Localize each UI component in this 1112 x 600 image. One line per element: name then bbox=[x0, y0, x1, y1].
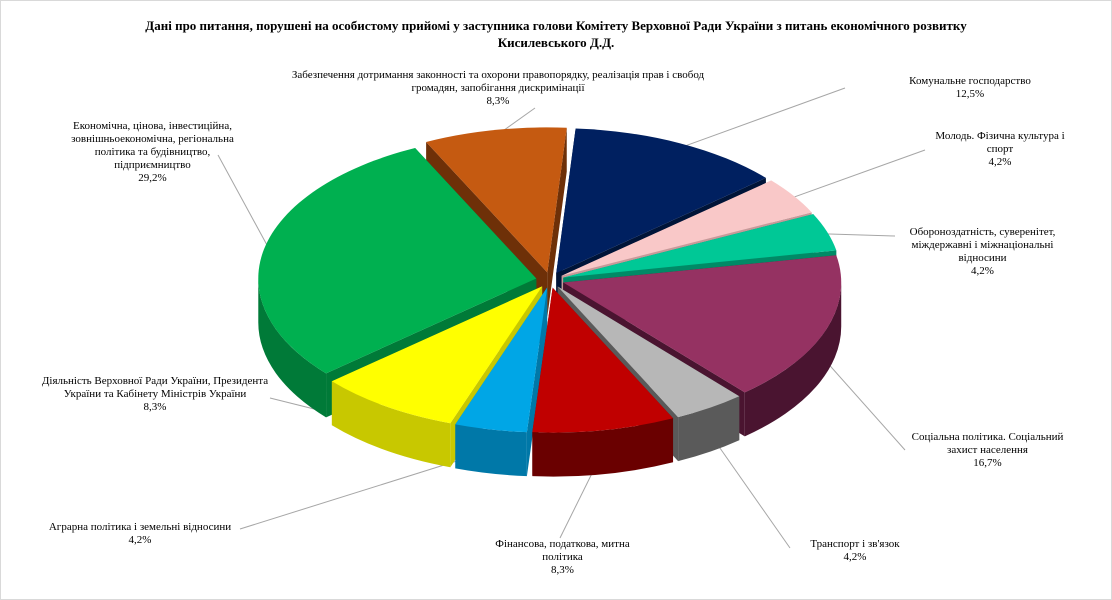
slice-5 bbox=[532, 287, 674, 433]
slice-label-value: 29,2% bbox=[138, 172, 167, 184]
slice-label-value: 8,3% bbox=[486, 95, 510, 107]
leader-line-8 bbox=[217, 154, 271, 251]
slice-label-name: Комунальне господарство bbox=[909, 75, 1031, 87]
leader-line-0 bbox=[677, 87, 846, 150]
leader-line-2 bbox=[821, 233, 896, 237]
slice-tops bbox=[258, 127, 842, 433]
leader-line-4 bbox=[706, 428, 791, 549]
slice-label-9: Забезпечення дотримання законності та ох… bbox=[288, 69, 708, 108]
slice-label-name: Молодь. Фізична культура і спорт bbox=[935, 130, 1065, 155]
slice-label-name: Соціальна політика. Соціальний захист на… bbox=[911, 431, 1064, 456]
slice-1 bbox=[561, 180, 812, 276]
slice-wall-9-1 bbox=[547, 127, 567, 317]
slice-label-name: Фінансова, податкова, митна політика bbox=[495, 538, 630, 563]
leader-line-6 bbox=[239, 449, 492, 530]
slice-label-name: Обороноздатність, суверенітет, міждержав… bbox=[909, 226, 1056, 264]
slice-side-8-0 bbox=[258, 278, 327, 418]
slice-2 bbox=[563, 214, 837, 278]
slice-label-value: 4,2% bbox=[971, 265, 994, 277]
leader-line-3 bbox=[819, 354, 906, 451]
slice-label-1: Молодь. Фізична культура і спорт 4,2% bbox=[930, 130, 1070, 169]
slice-6 bbox=[455, 287, 548, 433]
slice-label-value: 4,2% bbox=[843, 551, 867, 563]
slice-label-5: Фінансова, податкова, митна політика 8,3% bbox=[480, 538, 645, 577]
slice-3 bbox=[563, 255, 842, 393]
slice-label-2: Обороноздатність, суверенітет, міждержав… bbox=[900, 226, 1065, 278]
slice-0 bbox=[556, 128, 766, 274]
slice-side-6-0 bbox=[455, 424, 527, 477]
slice-side-3-0 bbox=[744, 282, 842, 437]
slice-9 bbox=[426, 127, 567, 273]
slice-8 bbox=[258, 147, 537, 374]
slice-label-name: Транспорт і зв'язок bbox=[810, 538, 900, 550]
slice-label-value: 12,5% bbox=[955, 88, 985, 100]
slice-label-8: Економічна, цінова, інвестиційна, зовніш… bbox=[60, 120, 245, 185]
chart-title: Дані про питання, порушені на особистому… bbox=[145, 18, 967, 50]
slice-label-name: Забезпечення дотримання законності та ох… bbox=[291, 69, 705, 94]
slice-label-value: 16,7% bbox=[973, 457, 1002, 469]
slice-side-5-0 bbox=[532, 418, 674, 477]
slice-4 bbox=[557, 286, 740, 418]
slice-label-name: Діяльність Верховної Ради України, Прези… bbox=[41, 375, 269, 400]
slice-label-value: 4,2% bbox=[988, 156, 1012, 168]
leader-line-1 bbox=[788, 149, 926, 200]
slice-label-0: Комунальне господарство 12,5% bbox=[885, 75, 1055, 101]
slice-label-value: 4,2% bbox=[128, 534, 152, 546]
slice-7 bbox=[331, 286, 543, 424]
slice-label-3: Соціальна політика. Соціальний захист на… bbox=[900, 431, 1075, 470]
slice-label-value: 8,3% bbox=[551, 564, 574, 576]
slice-label-name: Економічна, цінова, інвестиційна, зовніш… bbox=[71, 120, 234, 171]
slice-label-name: Аграрна політика і земельні відносини bbox=[48, 521, 232, 533]
slice-label-7: Діяльність Верховної Ради України, Прези… bbox=[35, 375, 275, 414]
slice-label-4: Транспорт і зв'язок 4,2% bbox=[785, 538, 925, 564]
slice-side-4-0 bbox=[678, 396, 740, 462]
slice-side-7-0 bbox=[331, 381, 451, 468]
slice-label-6: Аграрна політика і земельні відносини 4,2… bbox=[25, 521, 255, 547]
slice-label-value: 8,3% bbox=[143, 401, 167, 413]
